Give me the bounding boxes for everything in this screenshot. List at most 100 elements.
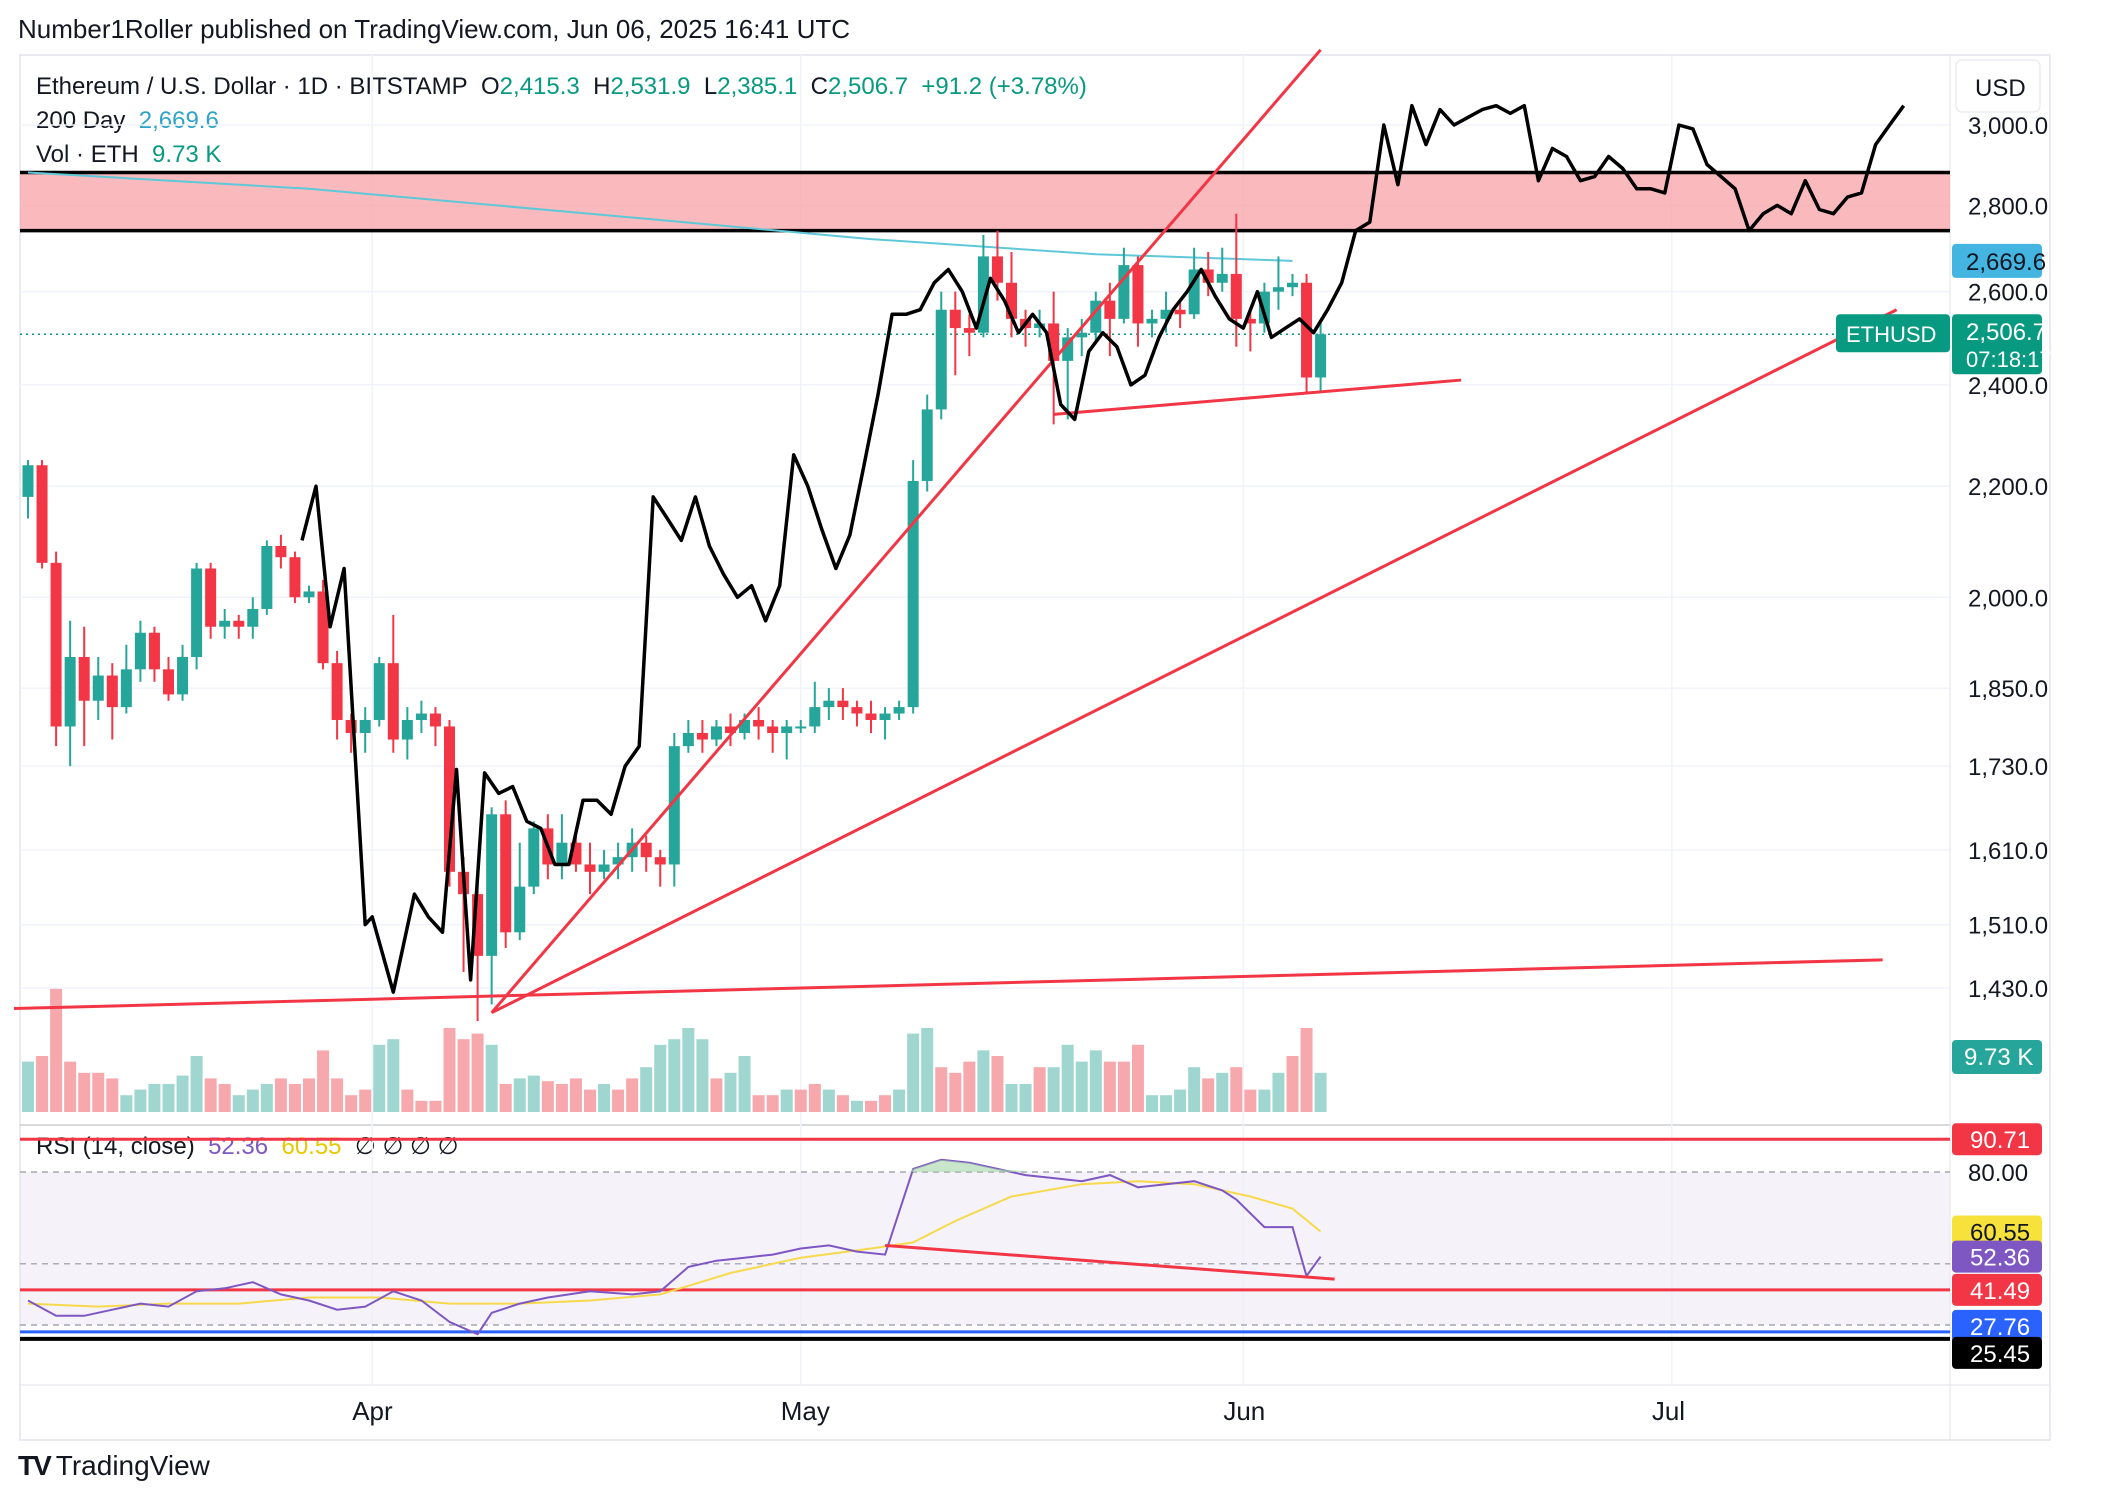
candle-body[interactable]	[584, 864, 596, 872]
candle-body[interactable]	[1104, 300, 1116, 319]
candle-body[interactable]	[359, 719, 371, 733]
candle-body[interactable]	[50, 562, 62, 727]
candle-body[interactable]	[795, 726, 807, 729]
candle-body[interactable]	[486, 814, 498, 956]
candle-body[interactable]	[331, 663, 343, 720]
candle-body[interactable]	[991, 256, 1003, 283]
candle-body[interactable]	[767, 726, 779, 733]
candle-body[interactable]	[444, 726, 455, 872]
candle-body[interactable]	[1272, 287, 1284, 292]
candle-body[interactable]	[1287, 282, 1298, 288]
candle-body[interactable]	[106, 675, 118, 708]
volume-legend-row[interactable]: Vol · ETH 9.73 K	[36, 138, 1087, 172]
candle-body[interactable]	[809, 707, 821, 727]
candle-body[interactable]	[1160, 309, 1172, 319]
candle-body[interactable]	[429, 713, 441, 727]
candle-body[interactable]	[907, 480, 919, 708]
trendline[interactable]	[1053, 378, 1462, 416]
candle-body[interactable]	[612, 857, 624, 865]
candle-body[interactable]	[205, 568, 217, 627]
candle-body[interactable]	[1174, 309, 1186, 315]
candle-body[interactable]	[219, 620, 231, 627]
candle-body[interactable]	[1146, 318, 1158, 324]
currency-box[interactable]	[1955, 59, 2041, 113]
candle-body[interactable]	[247, 608, 259, 627]
candle-body[interactable]	[893, 707, 905, 714]
candle-body[interactable]	[1006, 282, 1017, 319]
candle-body[interactable]	[163, 669, 174, 695]
rsi-divergence-line[interactable]	[884, 1243, 1335, 1281]
candle-body[interactable]	[289, 557, 301, 598]
candle-body[interactable]	[1202, 269, 1214, 283]
candle-body[interactable]	[781, 726, 793, 733]
candle-body[interactable]	[710, 726, 722, 740]
candle-body[interactable]	[668, 746, 680, 865]
projection-path[interactable]	[300, 103, 1906, 994]
symbol-title[interactable]: Ethereum / U.S. Dollar · 1D · BITSTAMP	[36, 73, 468, 100]
candle-body[interactable]	[949, 309, 961, 329]
candle-body[interactable]	[1048, 323, 1060, 361]
candle-body[interactable]	[78, 657, 90, 701]
candle-body[interactable]	[317, 591, 329, 664]
candle-body[interactable]	[148, 632, 160, 670]
candle-body[interactable]	[851, 707, 863, 714]
ma-200-line[interactable]	[27, 171, 1293, 262]
candle-body[interactable]	[22, 465, 34, 497]
candle-body[interactable]	[935, 309, 947, 410]
candle-body[interactable]	[233, 620, 245, 627]
candle-body[interactable]	[682, 732, 694, 747]
candle-body[interactable]	[963, 328, 975, 333]
candle-body[interactable]	[1301, 282, 1313, 378]
candle-body[interactable]	[514, 886, 526, 933]
candle-body[interactable]	[739, 719, 751, 733]
candle-body[interactable]	[261, 545, 273, 609]
candle-body[interactable]	[598, 864, 610, 872]
candle-body[interactable]	[879, 713, 891, 720]
candle-body[interactable]	[865, 713, 877, 720]
candle-body[interactable]	[134, 632, 146, 670]
candle-body[interactable]	[640, 842, 652, 858]
rsi-ma-line[interactable]	[27, 1180, 1322, 1308]
candle-body[interactable]	[725, 726, 736, 733]
tradingview-logo[interactable]: TV TradingView	[18, 1450, 210, 1482]
candle-body[interactable]	[1132, 265, 1144, 324]
candle-body[interactable]	[1090, 300, 1102, 333]
candle-body[interactable]	[1118, 265, 1130, 319]
candle-body[interactable]	[696, 732, 708, 740]
trendline[interactable]	[490, 308, 1898, 1015]
candle-body[interactable]	[500, 814, 512, 933]
candle-body[interactable]	[345, 719, 357, 733]
rsi-line[interactable]	[27, 1158, 1322, 1336]
candle-body[interactable]	[191, 568, 203, 658]
candle-body[interactable]	[303, 591, 315, 598]
candle-body[interactable]	[120, 669, 132, 708]
candle-body[interactable]	[1258, 291, 1270, 324]
candle-body[interactable]	[753, 719, 765, 727]
candle-body[interactable]	[472, 894, 484, 956]
candle-body[interactable]	[570, 842, 582, 865]
trendline[interactable]	[490, 48, 1322, 1014]
candle-body[interactable]	[528, 828, 540, 887]
ma-legend-row[interactable]: 200 Day 2,669.6	[36, 104, 1087, 138]
candle-body[interactable]	[36, 465, 48, 563]
candle-body[interactable]	[275, 545, 287, 558]
candle-body[interactable]	[1315, 334, 1327, 378]
candle-body[interactable]	[556, 842, 568, 865]
candle-body[interactable]	[1244, 318, 1256, 324]
candle-body[interactable]	[837, 700, 849, 708]
resistance-zone[interactable]	[20, 172, 1950, 231]
candle-body[interactable]	[64, 657, 76, 727]
candle-body[interactable]	[387, 663, 399, 740]
candle-body[interactable]	[1216, 273, 1228, 283]
candle-body[interactable]	[654, 857, 666, 865]
candle-body[interactable]	[1188, 269, 1200, 315]
candle-body[interactable]	[415, 713, 427, 720]
candle-body[interactable]	[373, 663, 385, 720]
candle-body[interactable]	[977, 256, 989, 333]
candle-body[interactable]	[1230, 273, 1242, 319]
candle-body[interactable]	[177, 657, 189, 695]
trendline[interactable]	[13, 958, 1883, 1011]
candle-body[interactable]	[401, 719, 413, 740]
candle-body[interactable]	[92, 675, 104, 701]
